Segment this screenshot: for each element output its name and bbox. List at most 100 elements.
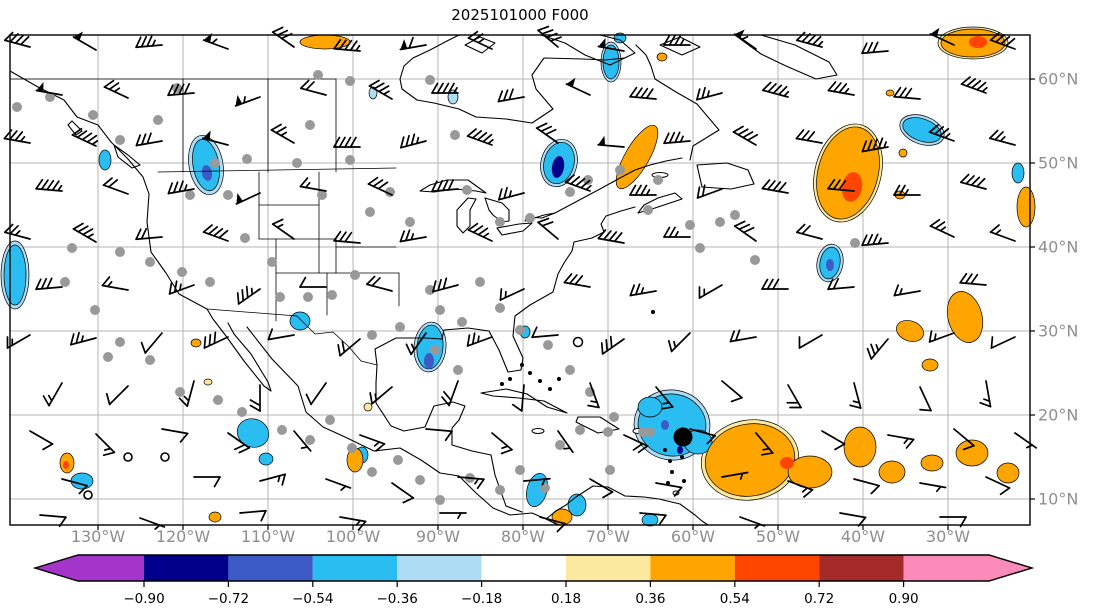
wind-barb <box>821 430 846 451</box>
barb-full <box>373 82 385 90</box>
wind-barb <box>35 178 63 192</box>
barb-full <box>299 276 307 288</box>
contour-blob <box>615 124 659 190</box>
barb-staff <box>359 434 386 445</box>
barb-half <box>563 447 571 450</box>
barb-half <box>501 445 509 450</box>
barb-half <box>183 395 190 402</box>
wind-barb <box>259 473 286 486</box>
barb-full <box>140 133 147 146</box>
barb-full <box>102 451 116 457</box>
contour-blob <box>878 460 906 484</box>
barb-full <box>249 399 261 407</box>
barb-staff <box>29 430 54 445</box>
barb-full <box>800 130 810 141</box>
wind-barb <box>405 332 427 356</box>
coastline <box>67 120 83 136</box>
wind-barb <box>629 184 657 196</box>
barb-full <box>742 131 754 139</box>
barb-staff <box>3 137 31 144</box>
barb-full <box>861 42 868 55</box>
contour-blob <box>656 52 668 62</box>
barb-full <box>849 404 862 409</box>
barb-staff <box>4 39 31 48</box>
barb-pennant <box>235 95 243 106</box>
barb-full <box>42 443 54 451</box>
contour-blob <box>1011 162 1025 184</box>
barb-full <box>178 397 189 407</box>
barb-staff <box>333 239 361 244</box>
storm-center-marker <box>673 427 693 447</box>
barb-staff <box>103 86 129 99</box>
barb-full <box>497 90 504 103</box>
wind-barb <box>167 83 195 97</box>
barb-full <box>766 278 774 290</box>
wind-barb <box>369 386 393 405</box>
wind-barb <box>203 331 229 349</box>
barb-full <box>275 126 287 134</box>
coastline <box>375 364 523 513</box>
barb-full <box>674 131 681 144</box>
barb-full <box>82 228 94 236</box>
wind-barb <box>400 133 427 149</box>
wind-barb <box>623 434 649 454</box>
barb-half <box>817 40 824 47</box>
colorbar-tick-label: −0.72 <box>208 591 249 607</box>
station-dot <box>543 340 553 350</box>
wind-barb <box>786 384 802 409</box>
barb-staff <box>732 131 757 146</box>
barb-staff <box>928 131 955 142</box>
barb-half <box>80 335 84 343</box>
barb-staff <box>202 39 229 50</box>
barb-full <box>447 179 455 191</box>
wind-barb <box>827 277 855 291</box>
wind-barb <box>597 38 625 52</box>
wind-barb <box>535 122 559 144</box>
barb-full <box>105 392 111 406</box>
colorbar-segment <box>144 555 229 581</box>
barb-full <box>102 177 113 186</box>
barb-full <box>965 78 977 87</box>
barb-staff <box>425 428 453 433</box>
station-dot <box>303 292 313 302</box>
station-dot <box>583 175 593 185</box>
barb-staff <box>202 137 229 146</box>
barb-half <box>852 400 861 404</box>
barb-half <box>151 39 156 47</box>
barb-full <box>544 128 557 136</box>
barb-full <box>733 220 746 227</box>
barb-full <box>249 404 261 412</box>
barb-staff <box>597 143 625 148</box>
barb-full <box>508 88 514 101</box>
barb-full <box>168 282 173 295</box>
lake-outline <box>484 197 510 223</box>
barb-full <box>467 222 479 231</box>
contour-blob <box>826 259 834 271</box>
barb-half <box>415 136 420 145</box>
wind-barb <box>849 382 862 409</box>
chart-title: 2025101000 F000 <box>451 6 589 24</box>
barb-full <box>86 134 98 143</box>
coastline <box>540 34 636 66</box>
barb-half <box>474 477 480 485</box>
barb-full <box>549 36 562 42</box>
station-dot <box>395 322 405 332</box>
coastline <box>9 70 208 310</box>
barb-full <box>934 221 946 230</box>
barb-staff <box>239 509 267 514</box>
wind-barb <box>989 129 1016 146</box>
barb-staff <box>310 382 327 406</box>
barb-full <box>933 126 945 135</box>
barb-staff <box>537 221 559 240</box>
wind-barb <box>359 434 386 452</box>
barb-half <box>103 447 112 451</box>
barb-full <box>971 79 982 89</box>
barb-half <box>183 184 188 192</box>
barb-staff <box>135 44 163 49</box>
barb-full <box>537 217 550 224</box>
contour-blob <box>98 149 112 171</box>
barb-staff <box>929 225 955 238</box>
wind-barb <box>839 512 867 527</box>
barb-full <box>477 131 488 141</box>
barb-full <box>541 29 554 35</box>
